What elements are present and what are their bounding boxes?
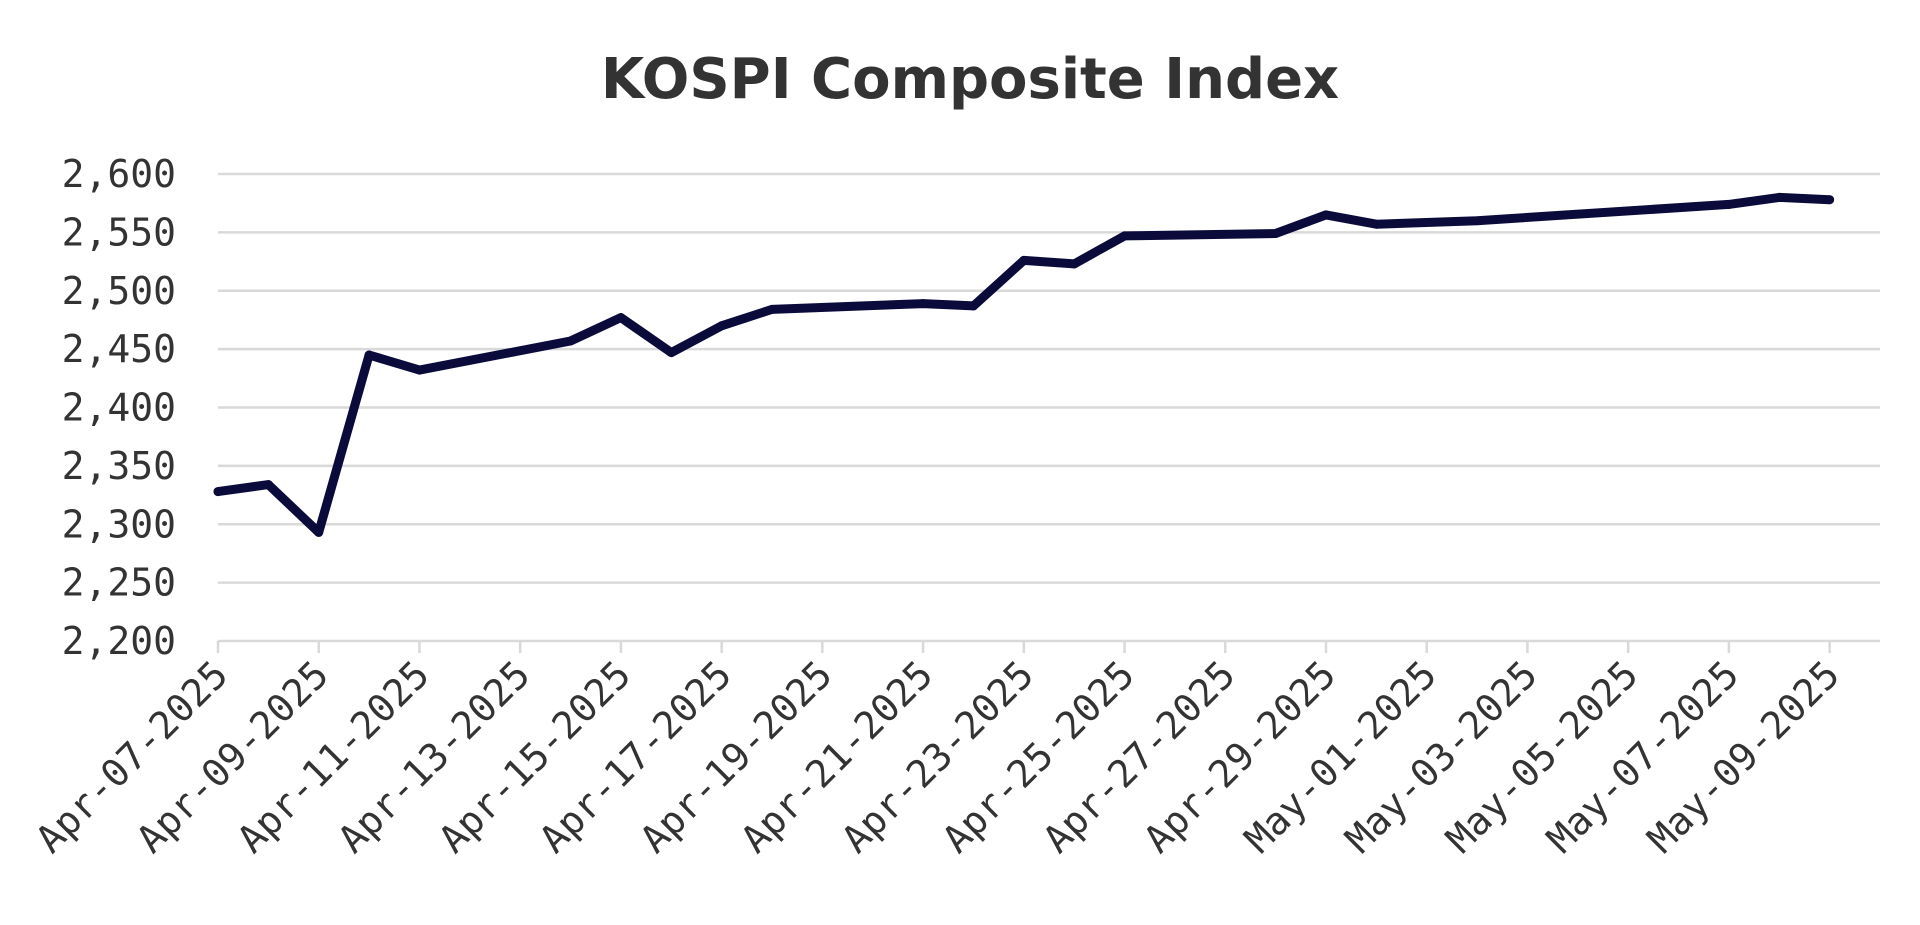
- data-point: [969, 301, 978, 311]
- series-layer: [213, 192, 1835, 537]
- data-point: [1724, 199, 1734, 209]
- data-point: [1019, 255, 1029, 265]
- y-tick-label: 2,500: [62, 269, 176, 313]
- data-point: [1825, 195, 1835, 205]
- grid-lines: [218, 172, 1880, 584]
- data-point: [364, 350, 374, 360]
- x-axis: Apr-07-2025Apr-09-2025Apr-11-2025Apr-13-…: [27, 639, 1880, 861]
- data-point: [263, 480, 273, 490]
- y-tick-label: 2,250: [62, 561, 176, 605]
- data-point: [1371, 219, 1381, 229]
- data-point: [767, 304, 777, 314]
- chart-title: KOSPI Composite Index: [601, 47, 1339, 112]
- y-tick-label: 2,550: [62, 210, 176, 254]
- data-point: [1472, 216, 1482, 226]
- data-point: [213, 487, 223, 497]
- data-point: [314, 527, 324, 537]
- data-point: [1120, 231, 1129, 241]
- y-tick-label: 2,600: [62, 152, 176, 196]
- y-tick-label: 2,200: [62, 619, 176, 663]
- data-point: [616, 313, 626, 323]
- data-point: [1321, 210, 1331, 220]
- y-tick-label: 2,300: [62, 502, 176, 546]
- data-point: [717, 321, 727, 331]
- data-point: [1774, 192, 1784, 202]
- data-point: [918, 299, 928, 309]
- y-tick-label: 2,400: [62, 386, 176, 430]
- data-point: [1069, 259, 1079, 269]
- y-tick-label: 2,350: [62, 444, 176, 488]
- data-point: [1271, 229, 1281, 238]
- y-tick-label: 2,450: [62, 327, 176, 371]
- data-point: [415, 365, 424, 375]
- y-axis: 2,200 2,250 2,300 2,350 2,400 2,450 2,500 2,550…: [62, 152, 176, 663]
- data-point: [666, 348, 676, 358]
- data-point: [566, 336, 575, 346]
- series-line: [213, 192, 1835, 537]
